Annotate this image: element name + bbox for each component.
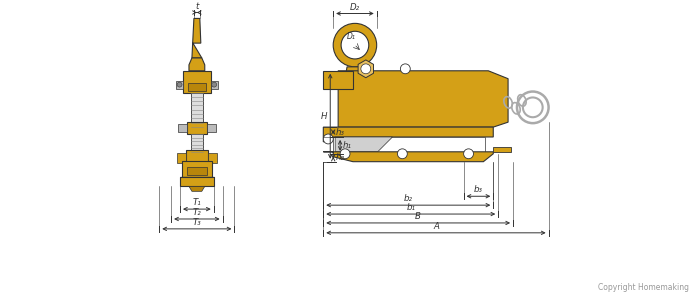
Bar [182, 161, 211, 176]
Bar [177, 153, 186, 163]
Bar [178, 124, 187, 132]
Circle shape [361, 64, 371, 74]
Bar [191, 92, 203, 127]
Bar [183, 71, 211, 92]
Circle shape [333, 23, 377, 67]
Text: A: A [433, 222, 439, 231]
Circle shape [323, 134, 333, 144]
Bar [323, 71, 353, 88]
Text: D₁: D₁ [347, 32, 356, 41]
Text: T₂: T₂ [193, 208, 201, 217]
Circle shape [463, 149, 473, 159]
Text: h₁: h₁ [343, 141, 352, 150]
Text: B: B [415, 212, 421, 221]
Polygon shape [189, 58, 205, 71]
Text: b₁: b₁ [406, 203, 415, 212]
Text: T₁: T₁ [193, 198, 201, 207]
Polygon shape [323, 127, 494, 142]
Circle shape [211, 82, 216, 87]
Bar [333, 137, 485, 154]
Bar [188, 82, 206, 91]
Text: H: H [321, 112, 328, 121]
Polygon shape [335, 137, 393, 152]
Polygon shape [338, 71, 508, 127]
Text: b₂: b₂ [404, 194, 413, 203]
Bar [494, 147, 511, 152]
Text: T₃: T₃ [193, 218, 201, 227]
Polygon shape [189, 186, 205, 191]
Polygon shape [323, 152, 494, 162]
Circle shape [340, 149, 350, 159]
Bar [208, 153, 216, 163]
Bar [180, 176, 214, 186]
Text: t: t [195, 2, 199, 10]
Polygon shape [192, 18, 202, 58]
Bar [187, 167, 206, 175]
Bar [186, 150, 208, 164]
Circle shape [341, 31, 369, 59]
Text: b₃: b₃ [474, 185, 483, 194]
Polygon shape [358, 60, 374, 78]
Bar [176, 81, 183, 88]
Bar [206, 124, 216, 132]
Polygon shape [345, 67, 365, 79]
Text: h₂: h₂ [336, 153, 345, 162]
Circle shape [400, 64, 410, 74]
Circle shape [398, 149, 407, 159]
Text: h₃: h₃ [336, 128, 345, 136]
Bar [187, 122, 206, 134]
Circle shape [177, 82, 182, 87]
Text: Copyright Homemaking: Copyright Homemaking [598, 283, 689, 292]
Bar [211, 81, 218, 88]
Text: D₂: D₂ [350, 2, 360, 11]
Bar [191, 134, 203, 152]
